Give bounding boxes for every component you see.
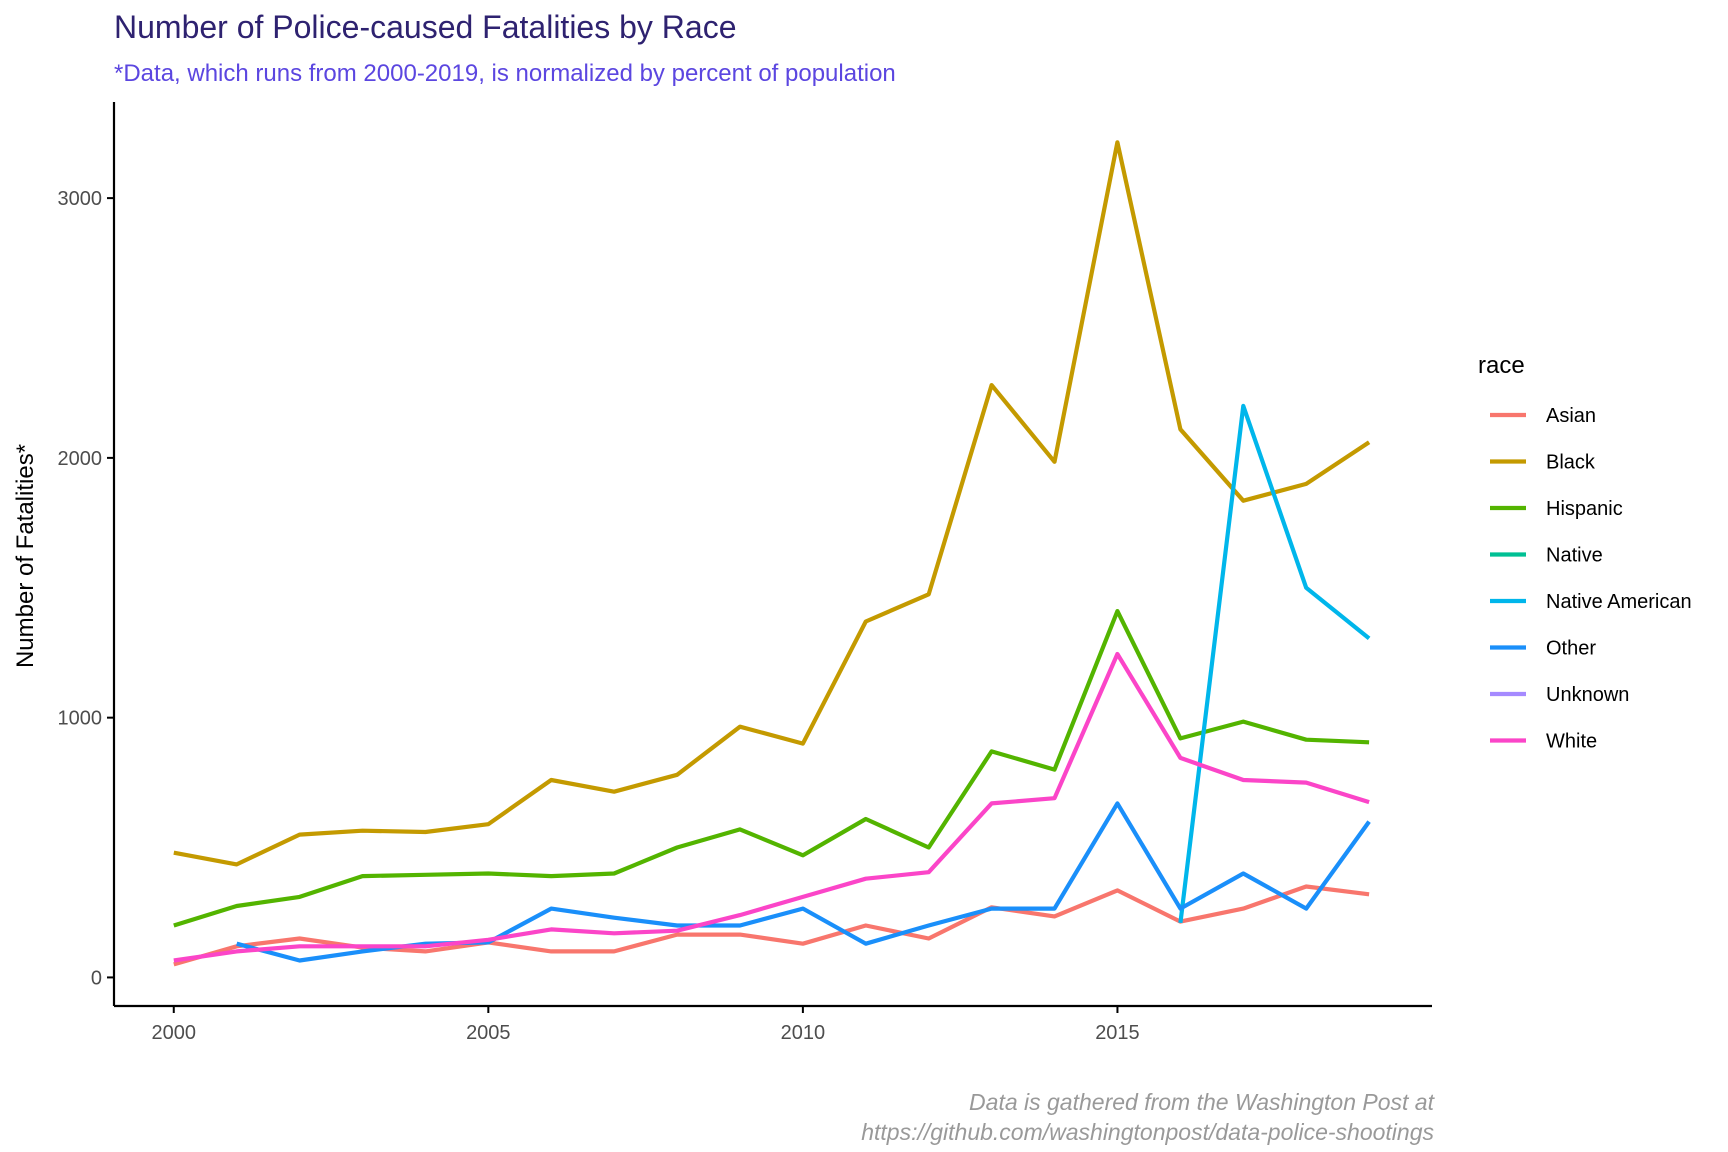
y-tick-label: 1000 — [58, 708, 103, 730]
legend-label-native-american: Native American — [1546, 591, 1692, 613]
y-tick-label: 3000 — [58, 188, 103, 210]
caption-line-1: Data is gathered from the Washington Pos… — [969, 1089, 1436, 1115]
series-line-other — [236, 801, 1371, 963]
legend-label-black: Black — [1546, 452, 1596, 474]
legend-items: Asian Black Hispanic Native Native American O… — [1490, 405, 1692, 753]
legend-label-other: Other — [1546, 638, 1596, 660]
x-tick-label: 2005 — [466, 1022, 511, 1044]
legend-title: race — [1478, 352, 1525, 379]
legend-label-hispanic: Hispanic — [1546, 498, 1623, 520]
series-line-white — [173, 651, 1370, 963]
legend-label-native: Native — [1546, 545, 1603, 567]
x-tick-label: 2000 — [152, 1022, 197, 1044]
legend-label-asian: Asian — [1546, 405, 1596, 427]
y-ticks: 0 1000 2000 3000 — [58, 188, 114, 989]
x-tick-label: 2010 — [781, 1022, 826, 1044]
chart-subtitle: *Data, which runs from 2000-2019, is nor… — [114, 60, 896, 87]
series-line-black — [173, 140, 1371, 867]
series-layer — [173, 140, 1371, 967]
legend: race Asian Black Hispanic Native Native Amer… — [1478, 352, 1692, 753]
chart-title: Number of Police-caused Fatalities by Ra… — [114, 9, 737, 45]
y-axis-title: Number of Fatalities* — [12, 444, 39, 668]
y-tick-label: 0 — [91, 967, 102, 989]
y-tick-label: 2000 — [58, 448, 103, 470]
legend-label-unknown: Unknown — [1546, 684, 1629, 706]
series-line-hispanic — [173, 608, 1370, 928]
legend-label-white: White — [1546, 731, 1597, 753]
x-tick-label: 2015 — [1095, 1022, 1140, 1044]
caption-line-2: https://github.com/washingtonpost/data-p… — [861, 1119, 1434, 1145]
series-line-native-american — [1178, 403, 1371, 924]
x-ticks: 2000 2005 2010 2015 — [152, 1006, 1140, 1044]
